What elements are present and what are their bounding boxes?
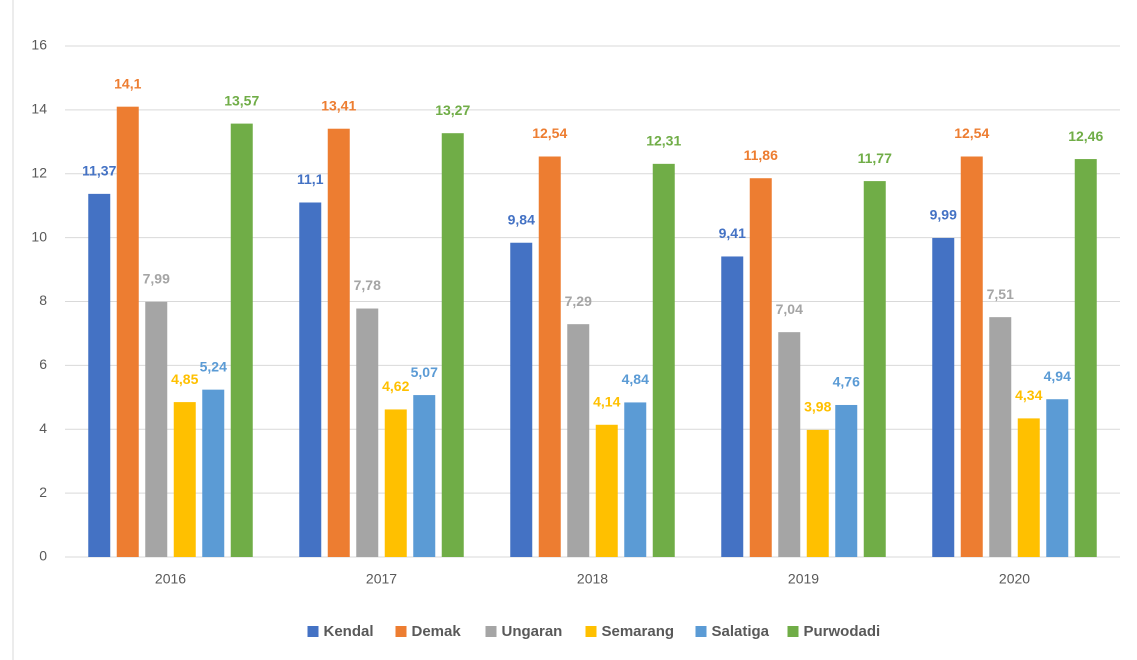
legend-label: Semarang: [602, 623, 675, 640]
bar: [835, 404, 858, 557]
data-label: 4,62: [382, 378, 409, 394]
data-label: 7,29: [565, 293, 592, 309]
bar: [1046, 399, 1069, 557]
x-tick-label: 2020: [999, 571, 1030, 587]
y-tick-label: 16: [31, 37, 47, 53]
x-tick-label: 2017: [366, 571, 397, 587]
bar: [441, 133, 464, 557]
bar: [327, 128, 350, 557]
legend-label: Purwodadi: [804, 623, 881, 640]
y-tick-label: 4: [39, 420, 47, 436]
data-label: 11,86: [744, 147, 778, 163]
y-tick-label: 2: [39, 484, 47, 500]
data-label: 3,98: [804, 399, 831, 415]
legend-swatch: [307, 626, 319, 637]
y-tick-label: 14: [31, 101, 47, 117]
legend-swatch: [585, 626, 597, 637]
bar: [1017, 418, 1040, 557]
bar: [567, 324, 590, 557]
data-label: 7,99: [143, 271, 170, 287]
data-label: 4,14: [593, 393, 620, 409]
x-tick-label: 2018: [577, 571, 608, 587]
bar: [1074, 159, 1097, 557]
bar: [413, 395, 436, 557]
data-label: 9,84: [508, 211, 535, 227]
data-label: 11,1: [297, 171, 324, 187]
bar: [721, 256, 744, 557]
bar: [145, 301, 168, 557]
bar: [595, 424, 618, 557]
data-label: 12,54: [532, 125, 567, 141]
bar: [989, 317, 1012, 557]
legend-swatch: [485, 626, 497, 637]
bar: [652, 163, 675, 558]
data-label: 7,51: [987, 286, 1014, 302]
data-label: 7,04: [776, 301, 803, 317]
data-label: 5,07: [411, 364, 438, 380]
data-label: 4,85: [171, 371, 198, 387]
bar: [806, 429, 829, 557]
bar: [960, 156, 983, 557]
data-label: 11,77: [858, 150, 892, 166]
y-tick-label: 0: [39, 548, 47, 564]
bar: [749, 178, 772, 557]
bar: [624, 402, 647, 557]
data-label: 4,76: [833, 374, 860, 390]
data-label: 11,37: [82, 163, 116, 179]
y-tick-label: 8: [39, 292, 47, 308]
data-label: 13,57: [224, 92, 259, 108]
legend-label: Salatiga: [712, 623, 770, 640]
legend-swatch: [787, 626, 799, 637]
legend-swatch: [395, 626, 407, 637]
data-label: 14,1: [114, 75, 141, 91]
x-tick-label: 2016: [155, 571, 186, 587]
bar: [932, 237, 955, 557]
y-tick-label: 12: [31, 164, 47, 180]
bar: [356, 308, 379, 557]
bar: [384, 409, 407, 557]
data-label: 13,27: [435, 102, 470, 118]
data-label: 7,78: [354, 277, 381, 293]
bar: [778, 332, 801, 557]
bar: [202, 389, 225, 557]
legend-label: Demak: [412, 623, 462, 640]
data-label: 9,99: [930, 207, 957, 223]
x-tick-label: 2019: [788, 571, 819, 587]
data-label: 4,34: [1015, 387, 1042, 403]
bar: [230, 123, 253, 557]
bar: [116, 106, 139, 558]
bar: [173, 402, 196, 557]
y-tick-label: 10: [31, 228, 47, 244]
bar: [538, 156, 561, 557]
data-label: 12,46: [1068, 128, 1103, 144]
bar: [299, 202, 322, 557]
y-tick-label: 6: [39, 356, 47, 372]
legend-label: Kendal: [324, 623, 374, 640]
legend-label: Ungaran: [502, 623, 563, 640]
bar: [510, 242, 533, 558]
data-label: 5,24: [200, 358, 227, 374]
bar: [88, 193, 111, 558]
data-label: 12,31: [646, 133, 681, 149]
data-label: 13,41: [321, 97, 356, 113]
bar: [863, 181, 886, 557]
data-label: 4,94: [1044, 368, 1071, 384]
data-label: 4,84: [622, 371, 649, 387]
data-label: 9,41: [719, 225, 746, 241]
legend-swatch: [695, 626, 707, 637]
data-label: 12,54: [954, 125, 989, 141]
